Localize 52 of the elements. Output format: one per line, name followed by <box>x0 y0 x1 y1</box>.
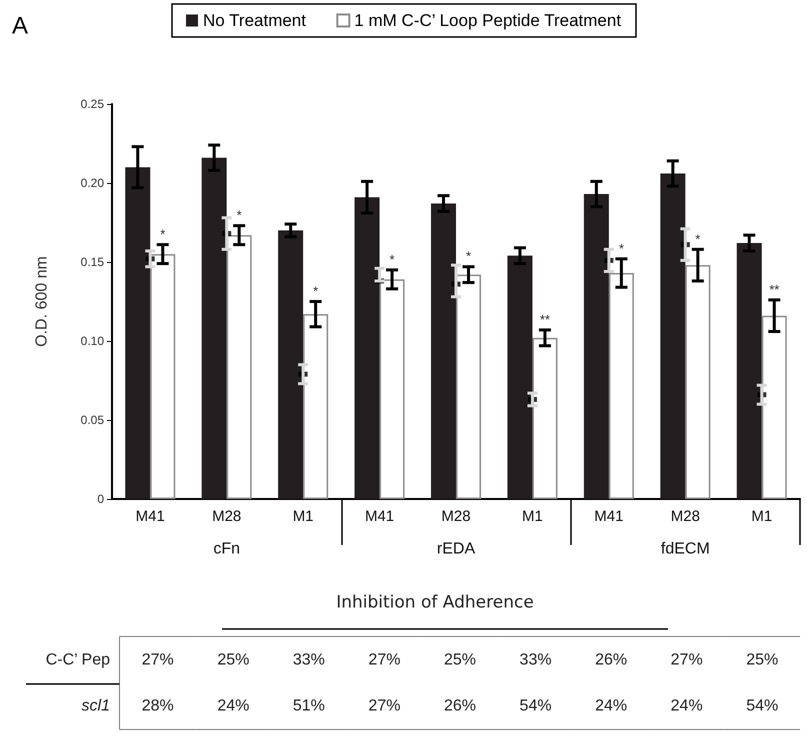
x-tick-label: M28 <box>670 508 700 525</box>
data-label: 26% <box>595 652 628 668</box>
y-tick-label: 0 <box>97 492 104 506</box>
data-label: 54% <box>520 698 552 714</box>
data-label: 27% <box>142 652 174 668</box>
data-label: 27% <box>670 652 703 668</box>
y-tick-label: 0.25 <box>80 97 104 111</box>
data-label: * <box>236 208 242 223</box>
data-label: 26% <box>444 698 476 714</box>
data-label: 25% <box>444 652 476 668</box>
x-tick-label: M41 <box>594 508 624 525</box>
y-tick-label: 0.20 <box>80 176 104 190</box>
text: cFn <box>213 540 240 558</box>
text: fdECM <box>660 540 710 558</box>
data-label: 24% <box>217 698 250 714</box>
data-label: * <box>466 248 472 264</box>
text: rEDA <box>436 540 476 558</box>
data-label: 27% <box>368 698 400 714</box>
legend-label: No Treatment <box>203 11 306 30</box>
data-label: * <box>618 240 624 256</box>
y-tick-label: 0.05 <box>80 413 104 427</box>
data-label: 33% <box>520 652 552 668</box>
data-label: 33% <box>292 652 325 668</box>
y-tick-label: C-C’ Pep <box>46 652 110 668</box>
chart-title: Inhibition of Adherence <box>336 592 534 612</box>
data-label: 51% <box>292 698 325 714</box>
x-tick-label: M28 <box>212 508 242 525</box>
y-tick-label: 0.10 <box>80 334 104 348</box>
x-tick-label: M1 <box>751 508 772 525</box>
text: A <box>12 12 28 40</box>
x-tick-label: M41 <box>364 508 394 525</box>
x-tick-label: M1 <box>522 508 543 525</box>
data-label: 25% <box>746 652 778 668</box>
x-tick-label: M41 <box>136 508 165 525</box>
data-label: 24% <box>670 698 703 714</box>
data-label: * <box>313 284 318 298</box>
data-label: 27% <box>368 652 400 668</box>
data-label: * <box>160 226 166 242</box>
y-axis-title: O.D. 600 nm <box>34 256 50 347</box>
data-label: 25% <box>217 652 250 668</box>
data-label: 54% <box>746 698 778 714</box>
x-tick-label: M1 <box>292 508 314 525</box>
data-label: 28% <box>142 698 174 714</box>
data-label: * <box>695 231 700 246</box>
y-tick-label: 0.15 <box>80 255 104 269</box>
data-label: ** <box>769 282 780 297</box>
y-tick-label: scl1 <box>82 698 110 714</box>
data-label: ** <box>540 312 550 327</box>
x-tick-label: M28 <box>441 508 471 525</box>
legend-label: 1 mM C-C’ Loop Peptide Treatment <box>354 11 622 30</box>
data-label: 24% <box>595 698 628 714</box>
data-label: * <box>390 252 395 267</box>
